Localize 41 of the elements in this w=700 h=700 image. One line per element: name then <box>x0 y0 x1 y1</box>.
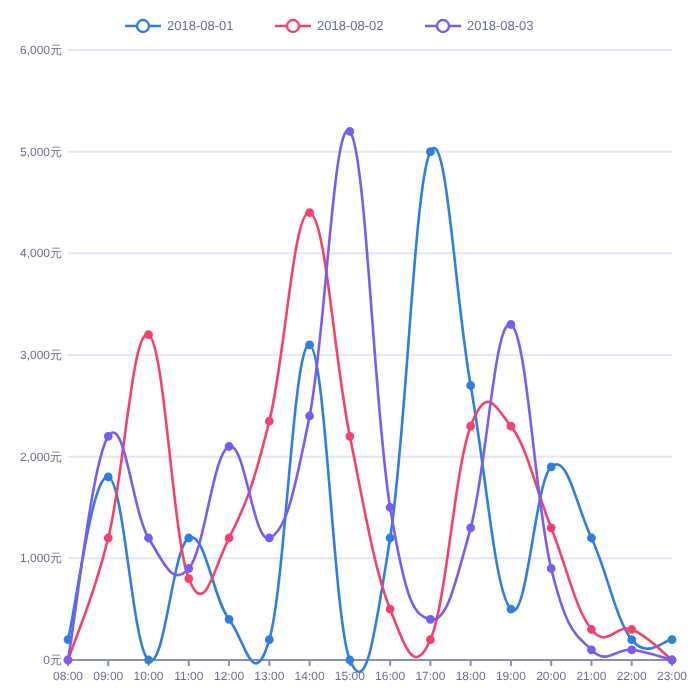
point <box>627 625 637 634</box>
point <box>546 523 556 533</box>
point <box>466 381 476 390</box>
point <box>466 523 476 533</box>
point <box>426 147 435 157</box>
point <box>345 126 355 136</box>
point <box>144 330 153 340</box>
point <box>264 533 274 543</box>
point <box>264 416 274 426</box>
point <box>385 503 395 512</box>
point <box>587 645 596 655</box>
point <box>506 320 516 329</box>
point <box>305 208 314 218</box>
point <box>426 635 435 645</box>
point <box>305 411 314 421</box>
point <box>627 645 637 655</box>
point <box>345 431 355 441</box>
point <box>627 635 637 645</box>
point <box>506 421 516 431</box>
point <box>264 635 274 645</box>
point <box>103 472 113 482</box>
point <box>184 533 194 543</box>
point <box>144 533 153 543</box>
point <box>506 604 516 614</box>
point <box>103 533 113 543</box>
point <box>466 421 476 431</box>
point <box>426 614 435 624</box>
point <box>587 625 596 634</box>
point <box>103 431 113 441</box>
point <box>224 442 234 451</box>
point <box>184 574 194 584</box>
point <box>587 533 596 543</box>
point <box>184 564 194 573</box>
point <box>224 533 234 543</box>
point <box>546 564 556 573</box>
point <box>385 604 395 614</box>
point <box>546 462 556 472</box>
point <box>224 614 234 624</box>
point <box>385 533 395 543</box>
point <box>667 635 677 645</box>
point <box>305 340 314 350</box>
